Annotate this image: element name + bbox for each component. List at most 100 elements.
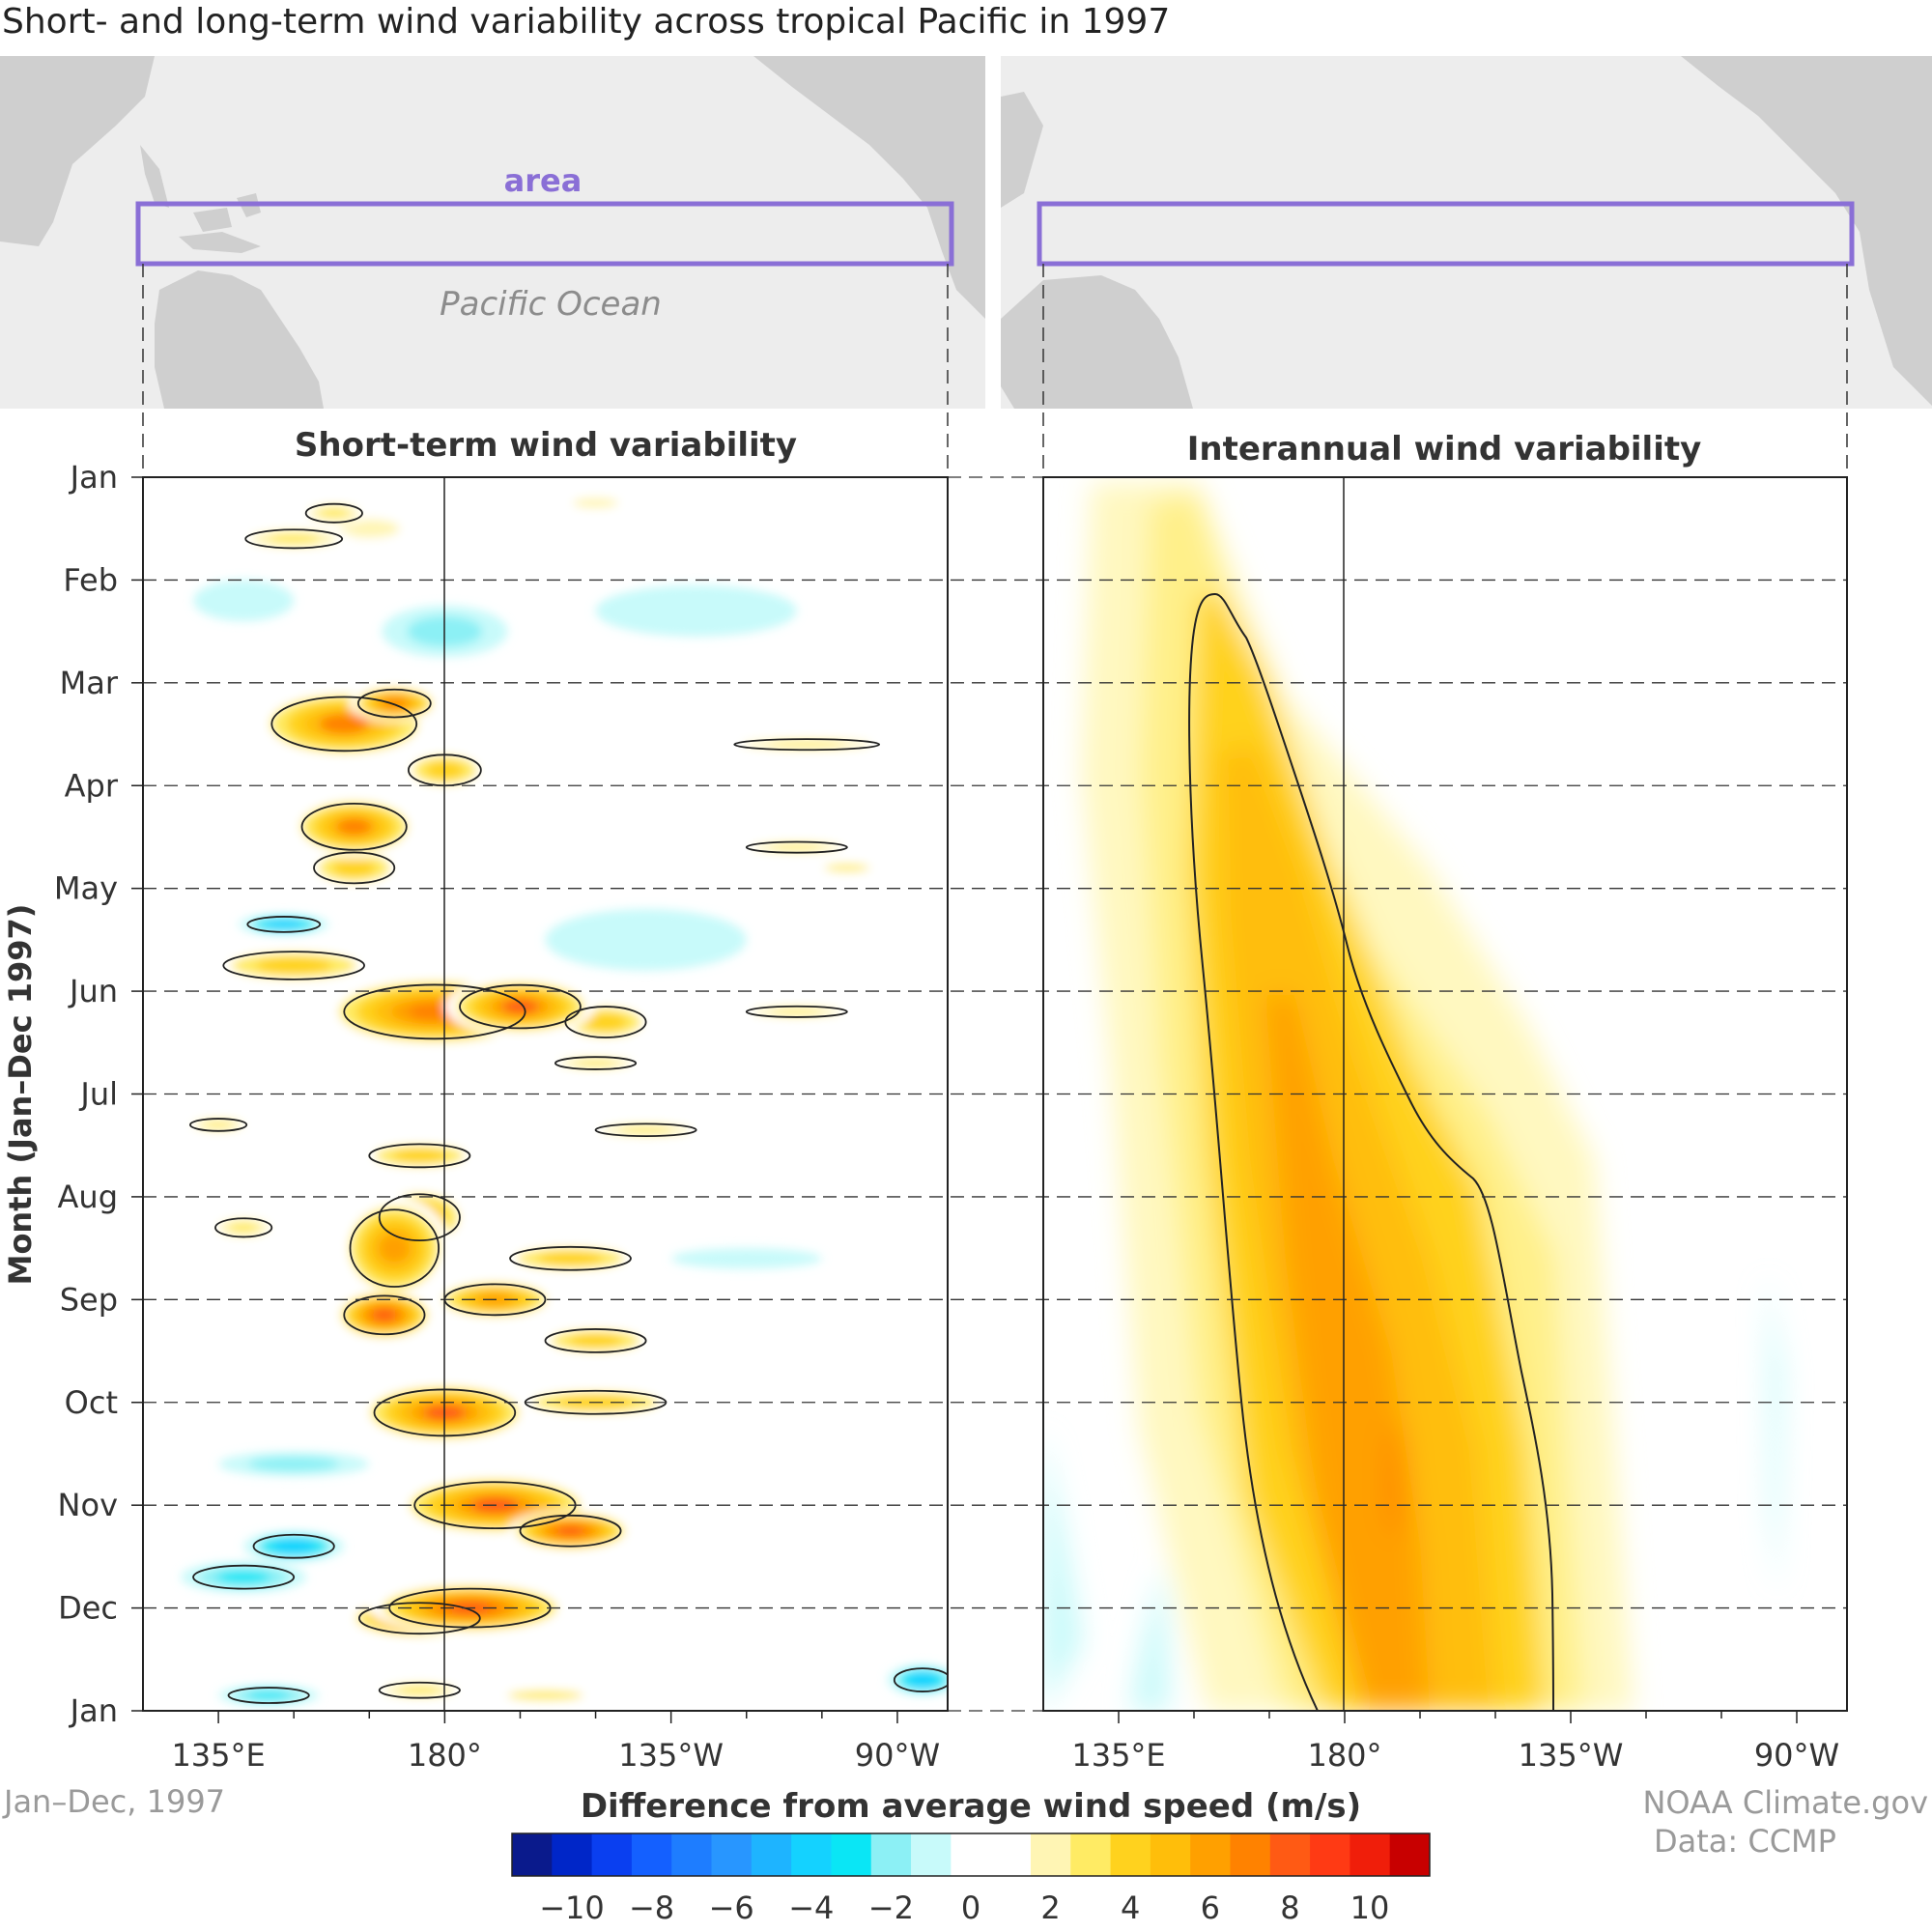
heat-blob bbox=[824, 864, 870, 872]
heat-blob bbox=[256, 957, 332, 974]
contour-line bbox=[300, 802, 408, 851]
colorbar-tick-label: 4 bbox=[1121, 1889, 1140, 1926]
y-tick-label: Mar bbox=[60, 665, 119, 701]
colorbar: −10 −8 −6 −4 −2 0 2 4 6 8 10 bbox=[511, 1833, 1431, 1926]
colorbar-cell bbox=[1389, 1833, 1431, 1876]
heat-blob bbox=[193, 580, 295, 621]
contour-line bbox=[356, 688, 432, 719]
colorbar-cell bbox=[990, 1833, 1032, 1876]
heat-blob bbox=[769, 1009, 824, 1015]
colorbar-cell bbox=[1230, 1833, 1271, 1876]
contour-line bbox=[270, 696, 418, 753]
chart-title: Short- and long-term wind variability ac… bbox=[2, 2, 1171, 42]
colorbar-cell bbox=[870, 1833, 912, 1876]
contour-line bbox=[378, 1193, 461, 1242]
contour-line bbox=[745, 1005, 848, 1018]
y-tick-label: Jun bbox=[68, 973, 118, 1009]
heat-blob bbox=[670, 1248, 822, 1269]
colorbar-cell bbox=[1030, 1833, 1071, 1876]
y-tick-label: Sep bbox=[60, 1281, 118, 1318]
x-tick-label: 135°W bbox=[618, 1737, 724, 1774]
contour-line bbox=[313, 851, 396, 885]
footer-credit-data: Data: CCMP bbox=[1654, 1823, 1836, 1860]
contour-line bbox=[733, 738, 881, 752]
x-tick-label: 135°W bbox=[1519, 1737, 1624, 1774]
y-tick-label: Apr bbox=[65, 767, 119, 804]
contour-line bbox=[509, 1245, 632, 1271]
colorbar-tick-label: −10 bbox=[539, 1889, 605, 1926]
contour-line bbox=[227, 1687, 310, 1704]
x-tick-label: 90°W bbox=[1754, 1737, 1839, 1774]
y-tick-label: Jan bbox=[69, 1692, 118, 1729]
map-left: area Pacific Ocean bbox=[0, 56, 1932, 409]
heat-blob bbox=[574, 1059, 617, 1067]
colorbar-cell bbox=[1070, 1833, 1112, 1876]
area-box-right bbox=[1037, 201, 1855, 267]
band-orange-dark bbox=[1388, 1420, 1404, 1536]
heat-blob bbox=[769, 843, 824, 851]
connector-lines bbox=[142, 264, 1848, 477]
heat-blob bbox=[573, 497, 618, 508]
map-gap bbox=[985, 56, 1001, 409]
panel-left-title: Short-term wind variability bbox=[295, 426, 797, 465]
footer-credit-noaa: NOAA Climate.gov bbox=[1642, 1784, 1928, 1821]
colorbar-tick-label: −8 bbox=[629, 1889, 674, 1926]
heat-blob bbox=[583, 1012, 628, 1032]
heat-blob bbox=[332, 859, 376, 877]
contour-line bbox=[189, 1118, 248, 1132]
land-americas-right bbox=[1681, 56, 1932, 406]
contour-line bbox=[378, 1681, 461, 1699]
month-gridlines bbox=[143, 476, 1847, 1712]
contour-line bbox=[745, 840, 848, 854]
colorbar-cell bbox=[791, 1833, 832, 1876]
colorbar-cell bbox=[671, 1833, 713, 1876]
colorbar-tick-label: 8 bbox=[1280, 1889, 1299, 1926]
contour-line bbox=[343, 1294, 426, 1336]
heat-blob bbox=[502, 1000, 538, 1013]
colorbar-cell bbox=[711, 1833, 753, 1876]
heat-blob bbox=[392, 1149, 447, 1163]
y-tick-label: Nov bbox=[58, 1487, 118, 1523]
y-tick-label: Feb bbox=[63, 561, 118, 598]
y-tick-label: Dec bbox=[58, 1590, 118, 1627]
heat-blob bbox=[507, 1690, 583, 1701]
heat-blob bbox=[568, 1334, 623, 1348]
contour-line bbox=[357, 1602, 481, 1635]
colorbar-cell bbox=[831, 1833, 872, 1876]
heat-blob bbox=[557, 1526, 583, 1536]
contour-4ms bbox=[1188, 592, 1554, 1711]
contour-line bbox=[459, 983, 582, 1030]
x-tick-label: 135°E bbox=[171, 1737, 265, 1774]
band-light-cyan-2 bbox=[1130, 1565, 1169, 1711]
colorbar-cell bbox=[552, 1833, 593, 1876]
band-light-cyan-right bbox=[1768, 1275, 1782, 1594]
contour-line bbox=[252, 1533, 335, 1559]
colorbar-tick-label: 6 bbox=[1201, 1889, 1220, 1926]
heat-blob bbox=[339, 519, 400, 538]
contour-line bbox=[343, 983, 526, 1040]
area-box-left bbox=[135, 201, 954, 267]
footer-date: Jan–Dec, 1997 bbox=[2, 1783, 225, 1820]
heat-blob bbox=[246, 1690, 291, 1700]
heat-blob bbox=[907, 1673, 938, 1687]
colorbar-cell bbox=[1350, 1833, 1391, 1876]
contour-line bbox=[192, 1564, 296, 1590]
contour-line bbox=[304, 502, 363, 524]
band-orange-light bbox=[1219, 744, 1497, 1711]
colorbar-tick-label: 0 bbox=[961, 1889, 980, 1926]
panel-right-title: Interannual wind variability bbox=[1187, 430, 1702, 469]
heat-blob bbox=[271, 1539, 316, 1553]
land-asia bbox=[0, 56, 155, 246]
heat-blob bbox=[374, 1309, 395, 1321]
colorbar-tick-label: −6 bbox=[709, 1889, 754, 1926]
land-asia-right bbox=[1001, 92, 1043, 208]
heat-blob bbox=[268, 533, 320, 545]
x-tick-label: 90°W bbox=[855, 1737, 940, 1774]
contour-line bbox=[893, 1667, 948, 1692]
heat-blob bbox=[319, 714, 369, 734]
heat-blob bbox=[696, 487, 797, 508]
band-orange bbox=[1265, 995, 1430, 1711]
heat-blob bbox=[319, 507, 350, 519]
contour-line bbox=[519, 1514, 622, 1548]
